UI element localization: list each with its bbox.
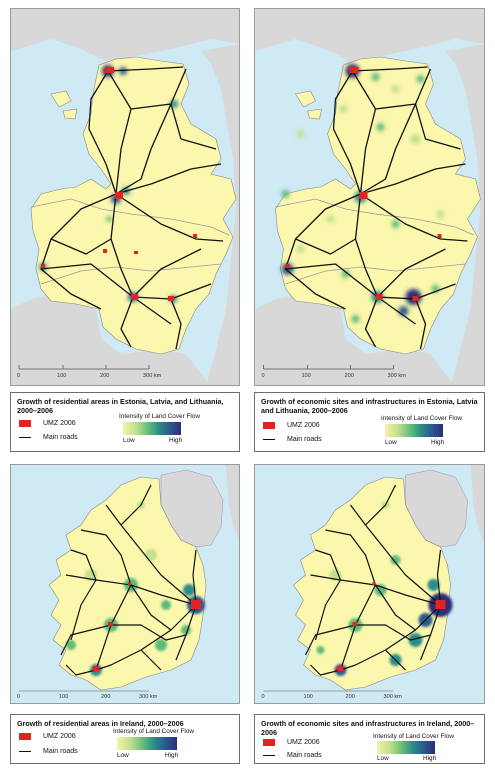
scale-label-300: 300 km [384, 694, 403, 700]
ireland-residential-map-svg: 0 100 200 300 km [17, 465, 239, 700]
umz-swatch [19, 733, 31, 740]
legend-ireland-residential: Growth of residential areas in Ireland, … [10, 714, 240, 764]
legend-roads-row: Main roads [19, 748, 78, 755]
scale-label-200: 200 [101, 694, 110, 700]
intensity-low-label: Low [385, 439, 397, 446]
main-roads [284, 66, 468, 350]
intensity-gradient [385, 424, 443, 437]
road-swatch [19, 437, 31, 438]
map-baltic-economic: 0 100 200 300 km [254, 8, 485, 386]
umz-label: UMZ 2006 [43, 420, 76, 427]
umz-swatch [263, 422, 275, 429]
intensity-gradient [377, 741, 435, 754]
scale-label-100: 100 [304, 694, 313, 700]
intensity-high-label: High [169, 437, 183, 444]
intensity-gradient [123, 422, 181, 435]
neighbour-land-south [255, 294, 454, 385]
map-ireland-economic: 0 100 200 300 km [254, 464, 485, 704]
umz-areas [41, 67, 197, 301]
legend-title: Growth of residential areas in Ireland, … [17, 719, 184, 728]
intensity-gradient [117, 737, 177, 750]
scale-label-100: 100 [59, 694, 68, 700]
legend-baltic-economic: Growth of economic sites and infrastruct… [254, 392, 485, 452]
scale-label-200: 200 [345, 373, 354, 379]
umz-label: UMZ 2006 [43, 733, 76, 740]
legend-umz-row: UMZ 2006 [19, 420, 76, 427]
legend-roads-row: Main roads [263, 752, 322, 759]
intensity-low-label: Low [377, 755, 389, 762]
roads-label: Main roads [287, 752, 322, 759]
umz-swatch [263, 739, 275, 746]
road-swatch [263, 439, 275, 440]
road-swatch [19, 751, 31, 752]
scale-label-200: 200 [346, 694, 355, 700]
intensity-low-label: Low [117, 752, 129, 759]
legend-umz-row: UMZ 2006 [19, 733, 76, 740]
umz-swatch [19, 420, 31, 427]
country-borders [275, 198, 474, 285]
legend-ireland-economic: Growth of economic sites and infrastruct… [254, 714, 485, 764]
legend-roads-row: Main roads [263, 436, 322, 443]
scale-bar: 0 100 200 300 km [17, 690, 158, 700]
islands [295, 90, 322, 120]
legend-title: Growth of economic sites and infrastruct… [261, 397, 478, 415]
scale-label-100: 100 [302, 373, 311, 379]
scale-label-0: 0 [262, 373, 265, 379]
main-roads [60, 484, 197, 676]
legend-umz-row: UMZ 2006 [263, 739, 320, 746]
scale-label-0: 0 [17, 373, 20, 379]
intensity-high-label: High [165, 752, 179, 759]
scale-label-0: 0 [17, 694, 20, 700]
intensity-high-label: High [431, 439, 445, 446]
legend-title: Growth of economic sites and infrastruct… [261, 719, 475, 737]
legend-baltic-residential: Growth of residential areas in Estonia, … [10, 392, 240, 452]
scale-bar: 0 100 200 300 km [262, 690, 403, 700]
country-borders [30, 198, 230, 285]
intensity-low-label: Low [123, 437, 135, 444]
scale-label-300: 300 km [139, 694, 158, 700]
scale-bar: 0 100 200 300 km [17, 365, 162, 379]
umz-label: UMZ 2006 [287, 422, 320, 429]
intensity-high-label: High [423, 755, 437, 762]
umz-areas [93, 582, 201, 671]
scale-label-100: 100 [57, 373, 66, 379]
ireland-economic-map-svg: 0 100 200 300 km [262, 465, 484, 700]
map-ireland-residential: 0 100 200 300 km [10, 464, 240, 704]
neighbour-land-south [11, 294, 210, 385]
scale-label-200: 200 [100, 373, 109, 379]
roads-label: Main roads [287, 436, 322, 443]
islands [50, 90, 78, 120]
neighbour-land-north [255, 9, 484, 61]
intensity-title: Intensity of Land Cover Flow [381, 415, 462, 422]
roads-label: Main roads [43, 434, 78, 441]
britain-edge [226, 465, 239, 540]
legend-roads-row: Main roads [19, 434, 78, 441]
scale-label-300: 300 km [143, 373, 162, 379]
roads-label: Main roads [43, 748, 78, 755]
umz-label: UMZ 2006 [287, 739, 320, 746]
britain-edge [470, 465, 484, 542]
scale-label-300: 300 km [388, 373, 407, 379]
umz-areas [285, 67, 442, 301]
intensity-title: Intensity of Land Cover Flow [119, 413, 200, 420]
baltic-economic-map-svg: 0 100 200 300 km [255, 9, 484, 385]
scale-label-0: 0 [262, 694, 265, 700]
baltic-residential-map-svg: 0 100 200 300 km [11, 9, 239, 385]
intensity-title: Intensity of Land Cover Flow [113, 728, 194, 735]
legend-title: Growth of residential areas in Estonia, … [17, 397, 224, 415]
neighbour-land-north [11, 9, 239, 61]
legend-umz-row: UMZ 2006 [263, 422, 320, 429]
road-swatch [263, 755, 275, 756]
map-baltic-residential: 0 100 200 300 km [10, 8, 240, 386]
scale-bar: 0 100 200 300 km [262, 365, 407, 379]
neighbour-land-east [445, 44, 484, 385]
neighbour-land-east [201, 44, 239, 385]
umz-areas [337, 582, 446, 671]
intensity-title: Intensity of Land Cover Flow [373, 733, 454, 740]
main-roads [40, 66, 224, 350]
